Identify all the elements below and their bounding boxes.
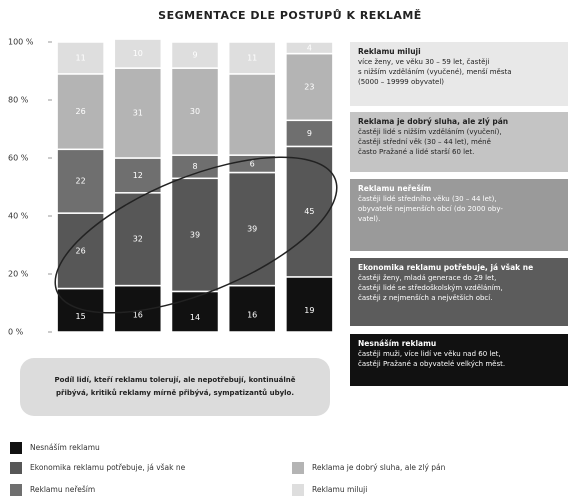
annotation-title: Reklama je dobrý sluha, ale zlý pán: [358, 117, 508, 126]
y-tick-label: 0 %: [8, 328, 24, 337]
bar-segment: [56, 148, 105, 214]
bar-segment: [170, 290, 220, 333]
annotation-title: Reklamu miluji: [358, 47, 421, 56]
annotation-text: častěji muži, více lidí ve věku nad 60 l…: [358, 350, 501, 358]
annotation-text: častěji z nejmenších a největších obcí.: [358, 294, 492, 302]
annotation-text: obyvatelé nejmenších obcí (do 2000 oby-: [358, 205, 503, 213]
data-label: 39: [247, 225, 257, 234]
annotation-text: častěji lidé se středoškolským vzděláním…: [358, 284, 503, 292]
data-label: 12: [133, 171, 143, 180]
legend-label: Ekonomika reklamu potřebuje, já však ne: [30, 463, 186, 472]
annotation-title: Ekonomika reklamu potřebuje, já však ne: [358, 263, 533, 272]
annotation-text: častěji ženy, mladá generace do 29 let,: [358, 274, 496, 282]
annotation-text: častěji lidé středního věku (30 – 44 let…: [358, 195, 497, 203]
data-label: 30: [190, 107, 200, 116]
legend-label: Reklamu neřeším: [30, 485, 95, 494]
data-label: 4: [307, 43, 312, 52]
bar-segment: [56, 287, 105, 333]
note-text: přibývá, kritiků reklamy mírně přibývá, …: [56, 388, 294, 397]
annotation-text: častěji střední věk (30 – 44 let), méně: [358, 138, 491, 146]
y-tick-label: 80 %: [8, 96, 29, 105]
annotation-text: (5000 – 19999 obyvatel): [358, 78, 444, 86]
annotation-box: [350, 42, 568, 106]
annotation-box: [350, 258, 568, 326]
legend-label: Reklamu miluji: [312, 485, 367, 494]
y-tick-label: 100 %: [8, 38, 34, 47]
bar-segment: [170, 67, 220, 156]
annotation-text: častěji Pražané a obyvatelé velkých měst…: [358, 360, 505, 368]
bar-segment: [285, 119, 334, 148]
bar-segment: [170, 177, 220, 293]
note-box: [20, 358, 330, 416]
legend-label: Nesnáším reklamu: [30, 443, 100, 452]
data-label: 6: [250, 159, 255, 168]
data-label: 26: [76, 107, 86, 116]
data-label: 9: [307, 129, 312, 138]
bar-segment: [227, 41, 277, 75]
chart-title: SEGMENTACE DLE POSTUPŮ K REKLAMĚ: [158, 9, 422, 22]
bar-segment: [285, 52, 334, 122]
data-label: 31: [133, 109, 143, 118]
highlight-ellipse: [54, 156, 338, 314]
data-label: 16: [133, 310, 143, 319]
annotation-text: více ženy, ve věku 30 – 59 let, častěji: [358, 58, 489, 66]
annotation-text: vatel).: [358, 215, 380, 223]
data-label: 14: [190, 313, 200, 322]
annotation-box: [350, 112, 568, 172]
bar-segment: [113, 38, 163, 69]
legend-label: Reklama je dobrý sluha, ale zlý pán: [312, 463, 446, 472]
data-label: 9: [192, 51, 197, 60]
annotation-box: [350, 179, 568, 251]
annotation-text: s nižším vzděláním (vyučené), menší měst…: [358, 68, 512, 76]
data-label: 19: [304, 306, 314, 315]
y-tick-label: 40 %: [8, 212, 29, 221]
data-label: 45: [304, 207, 314, 216]
data-label: 23: [304, 82, 314, 91]
y-tick-label: 20 %: [8, 270, 29, 279]
bar-segment: [227, 73, 277, 156]
annotation-title: Reklamu neřeším: [358, 184, 431, 193]
legend-swatch: [10, 484, 22, 496]
legend-swatch: [292, 462, 304, 474]
bar-segment: [285, 276, 334, 333]
bar-segment: [56, 41, 105, 75]
bar-segment: [170, 41, 220, 69]
bar-segment: [56, 73, 105, 151]
bar-segment: [227, 284, 277, 333]
legend-swatch: [292, 484, 304, 496]
y-tick-label: 60 %: [8, 154, 29, 163]
annotation-title: Nesnáším reklamu: [358, 339, 436, 348]
data-label: 11: [76, 53, 86, 62]
data-label: 10: [133, 49, 143, 58]
annotation-text: častěji lidé s nižším vzděláním (vyučení…: [358, 128, 502, 136]
bar-segment: [285, 41, 334, 55]
data-label: 26: [76, 246, 86, 255]
data-label: 15: [76, 312, 86, 321]
note-text: Podíl lidí, kteří reklamu tolerují, ale …: [55, 376, 296, 384]
data-label: 32: [133, 235, 143, 244]
bar-segment: [113, 67, 163, 159]
bar-segment: [113, 157, 163, 194]
legend-swatch: [10, 442, 22, 454]
bar-segment: [113, 192, 163, 287]
data-label: 22: [76, 177, 86, 186]
annotation-box: [350, 334, 568, 386]
data-label: 16: [247, 310, 257, 319]
legend-swatch: [10, 462, 22, 474]
bar-segment: [285, 145, 334, 278]
annotation-text: často Pražané a lidé starší 60 let.: [358, 148, 474, 156]
data-label: 11: [247, 53, 257, 62]
bar-segment: [227, 171, 277, 287]
data-label: 8: [192, 162, 197, 171]
data-label: 39: [190, 230, 200, 239]
